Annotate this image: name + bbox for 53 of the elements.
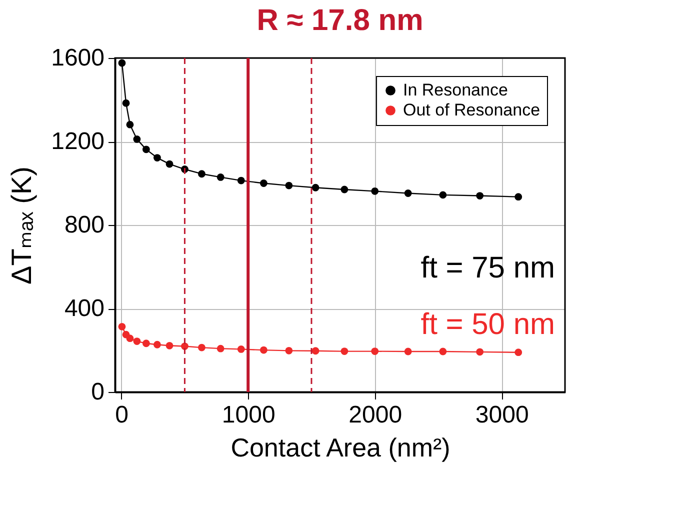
- point: [216, 173, 224, 181]
- point: [122, 99, 130, 107]
- point: [404, 348, 412, 356]
- point: [166, 160, 174, 168]
- point: [198, 170, 206, 178]
- point: [142, 340, 150, 348]
- point: [340, 348, 348, 355]
- point: [285, 182, 293, 190]
- annotation: ft = 75 nm: [420, 251, 555, 284]
- point: [126, 334, 134, 342]
- point: [260, 346, 268, 354]
- y-axis-title: ΔTₘₐₓ (K): [6, 166, 38, 284]
- legend-label: In Resonance: [403, 80, 508, 100]
- point: [237, 346, 245, 353]
- y-tick-label: 0: [91, 378, 104, 406]
- point: [371, 348, 379, 355]
- point: [404, 190, 412, 197]
- point: [371, 187, 379, 195]
- point: [166, 342, 174, 350]
- point: [118, 322, 126, 330]
- point: [154, 340, 161, 348]
- x-tick-label: 2000: [348, 402, 402, 428]
- point: [514, 348, 522, 356]
- x-tick-label: 3000: [475, 402, 529, 428]
- point: [198, 344, 206, 352]
- point: [260, 180, 268, 187]
- point: [439, 348, 447, 356]
- x-axis-title: Contact Area (nm²): [230, 432, 450, 462]
- y-tick-label: 800: [64, 212, 104, 238]
- annotation: ft = 50 nm: [420, 308, 555, 342]
- point: [312, 347, 320, 355]
- point: [133, 338, 141, 345]
- point: [126, 120, 134, 128]
- point: [476, 192, 484, 200]
- point: [476, 348, 484, 356]
- point: [216, 344, 224, 352]
- legend-label: Out of Resonance: [403, 100, 540, 120]
- chart-title: R ≈ 17.8 nm: [256, 4, 424, 37]
- point: [340, 186, 348, 194]
- point: [154, 154, 161, 162]
- point: [237, 176, 245, 184]
- point: [514, 193, 522, 201]
- y-tick-label: 1600: [51, 44, 104, 72]
- point: [142, 146, 150, 154]
- x-tick-label: 0: [115, 402, 129, 428]
- point: [285, 346, 293, 354]
- point: [118, 59, 126, 67]
- point: [133, 136, 141, 143]
- x-tick-label: 1000: [222, 402, 276, 428]
- y-tick-label: 1200: [51, 128, 104, 155]
- point: [312, 184, 320, 192]
- y-tick-label: 400: [64, 295, 104, 322]
- point: [439, 191, 447, 199]
